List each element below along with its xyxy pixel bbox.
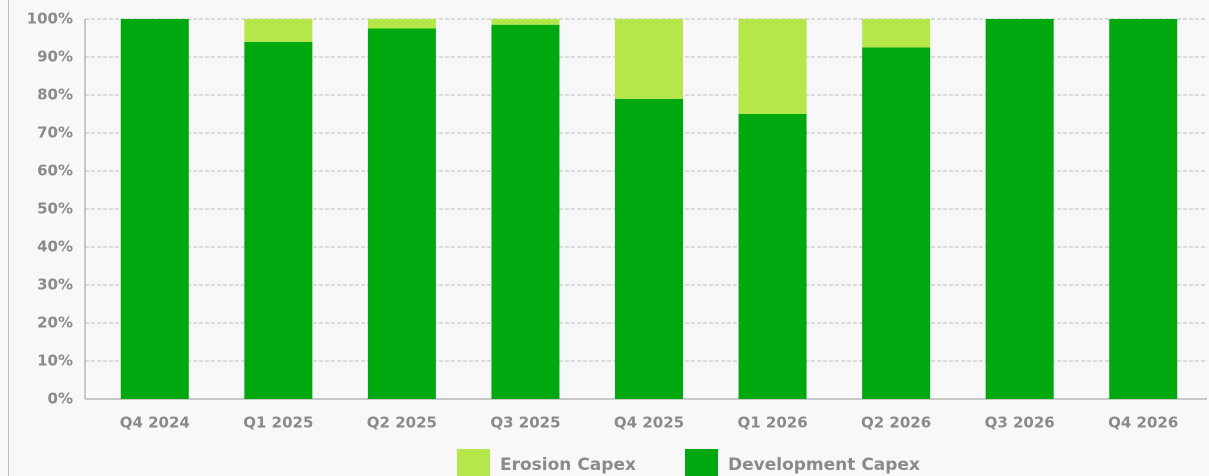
y-tick-label: 100% — [27, 10, 73, 28]
y-tick-label: 70% — [37, 124, 73, 142]
bar-segment — [367, 28, 436, 399]
bar-segment — [491, 19, 560, 25]
bar-segment — [738, 19, 807, 114]
bar-segment — [615, 19, 683, 99]
bar-segment — [244, 41, 313, 400]
bar-segment — [244, 19, 313, 42]
bar-segment — [615, 98, 683, 400]
legend-label: Development Capex — [728, 455, 920, 475]
y-tick-label: 10% — [37, 352, 73, 370]
y-tick-label: 80% — [37, 86, 73, 104]
x-tick-label: Q3 2026 — [985, 414, 1055, 432]
bar-segment — [985, 19, 1054, 399]
legend-swatch — [685, 449, 718, 476]
x-tick-label: Q2 2026 — [861, 414, 931, 432]
x-tick-label: Q3 2025 — [490, 414, 560, 432]
x-tick-label: Q1 2025 — [243, 414, 313, 432]
bar-segment — [862, 19, 931, 48]
x-tick-label: Q2 2025 — [367, 414, 437, 432]
y-tick-label: 40% — [37, 238, 73, 256]
bar-segment — [862, 47, 931, 399]
bar-segment — [120, 19, 189, 399]
legend-label: Erosion Capex — [500, 455, 636, 475]
x-tick-label: Q4 2026 — [1108, 414, 1178, 432]
x-tick-label: Q4 2025 — [614, 414, 684, 432]
x-tick-label: Q1 2026 — [737, 414, 807, 432]
y-tick-label: 50% — [37, 200, 73, 218]
x-tick-label: Q4 2024 — [120, 414, 190, 432]
y-tick-label: 60% — [37, 162, 73, 180]
bar-segment — [491, 24, 560, 399]
y-tick-label: 20% — [37, 314, 73, 332]
legend-swatch — [457, 449, 490, 476]
y-tick-label: 0% — [48, 390, 73, 408]
bar-segment — [738, 114, 807, 399]
bar-segment — [1109, 19, 1178, 399]
y-tick-label: 90% — [37, 48, 73, 66]
bar-segment — [367, 19, 436, 29]
y-tick-label: 30% — [37, 276, 73, 294]
